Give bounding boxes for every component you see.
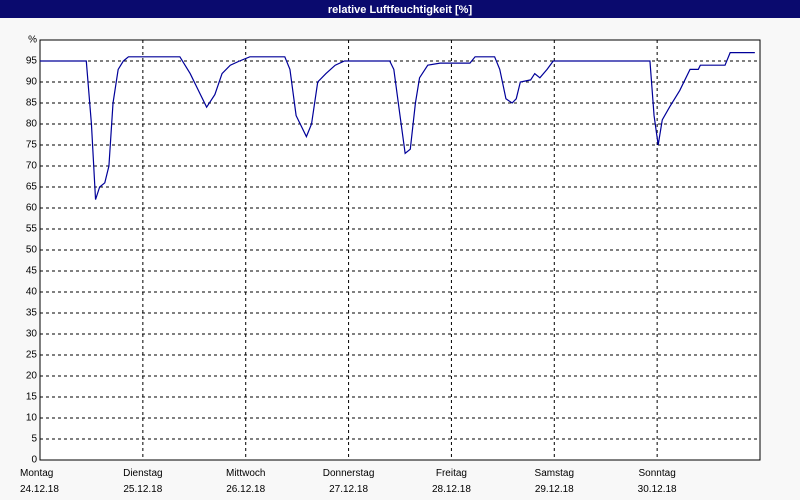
x-tick-label: Freitag (436, 468, 467, 479)
x-tick-label: Mittwoch (226, 468, 265, 479)
x-tick-label: Dienstag (123, 468, 162, 479)
x-tick-label: Sonntag (639, 468, 676, 479)
chart-title: relative Luftfeuchtigkeit [%] (328, 4, 473, 16)
y-tick-label: 0 (31, 455, 37, 466)
y-tick-label: 25 (26, 350, 38, 361)
y-tick-label: 60 (26, 203, 38, 214)
data-line (40, 52, 755, 200)
x-tick-date: 28.12.18 (432, 484, 471, 495)
y-tick-label: 55 (26, 224, 38, 235)
x-tick-date: 30.12.18 (638, 484, 677, 495)
y-tick-label: 75 (26, 140, 38, 151)
x-tick-date: 29.12.18 (535, 484, 574, 495)
y-tick-label: 65 (26, 182, 38, 193)
y-tick-label: 50 (26, 245, 38, 256)
y-tick-label: 40 (26, 287, 38, 298)
y-tick-label: 15 (26, 392, 38, 403)
y-tick-label: 70 (26, 161, 38, 172)
x-tick-label: Samstag (535, 468, 574, 479)
y-tick-label: 10 (26, 413, 38, 424)
y-tick-label: 5 (31, 434, 37, 445)
x-tick-label: Montag (20, 468, 53, 479)
y-tick-label: 80 (26, 119, 38, 130)
x-tick-date: 25.12.18 (123, 484, 162, 495)
y-tick-label: % (28, 35, 37, 46)
x-tick-date: 24.12.18 (20, 484, 59, 495)
x-tick-label: Donnerstag (323, 468, 375, 479)
y-tick-label: 95 (26, 56, 38, 67)
title-bar (0, 0, 800, 18)
y-tick-label: 45 (26, 266, 38, 277)
y-tick-label: 20 (26, 371, 38, 382)
x-tick-date: 27.12.18 (329, 484, 368, 495)
y-tick-label: 35 (26, 308, 38, 319)
x-tick-date: 26.12.18 (226, 484, 265, 495)
y-tick-label: 90 (26, 77, 38, 88)
y-tick-label: 30 (26, 329, 38, 340)
y-tick-label: 85 (26, 98, 38, 109)
